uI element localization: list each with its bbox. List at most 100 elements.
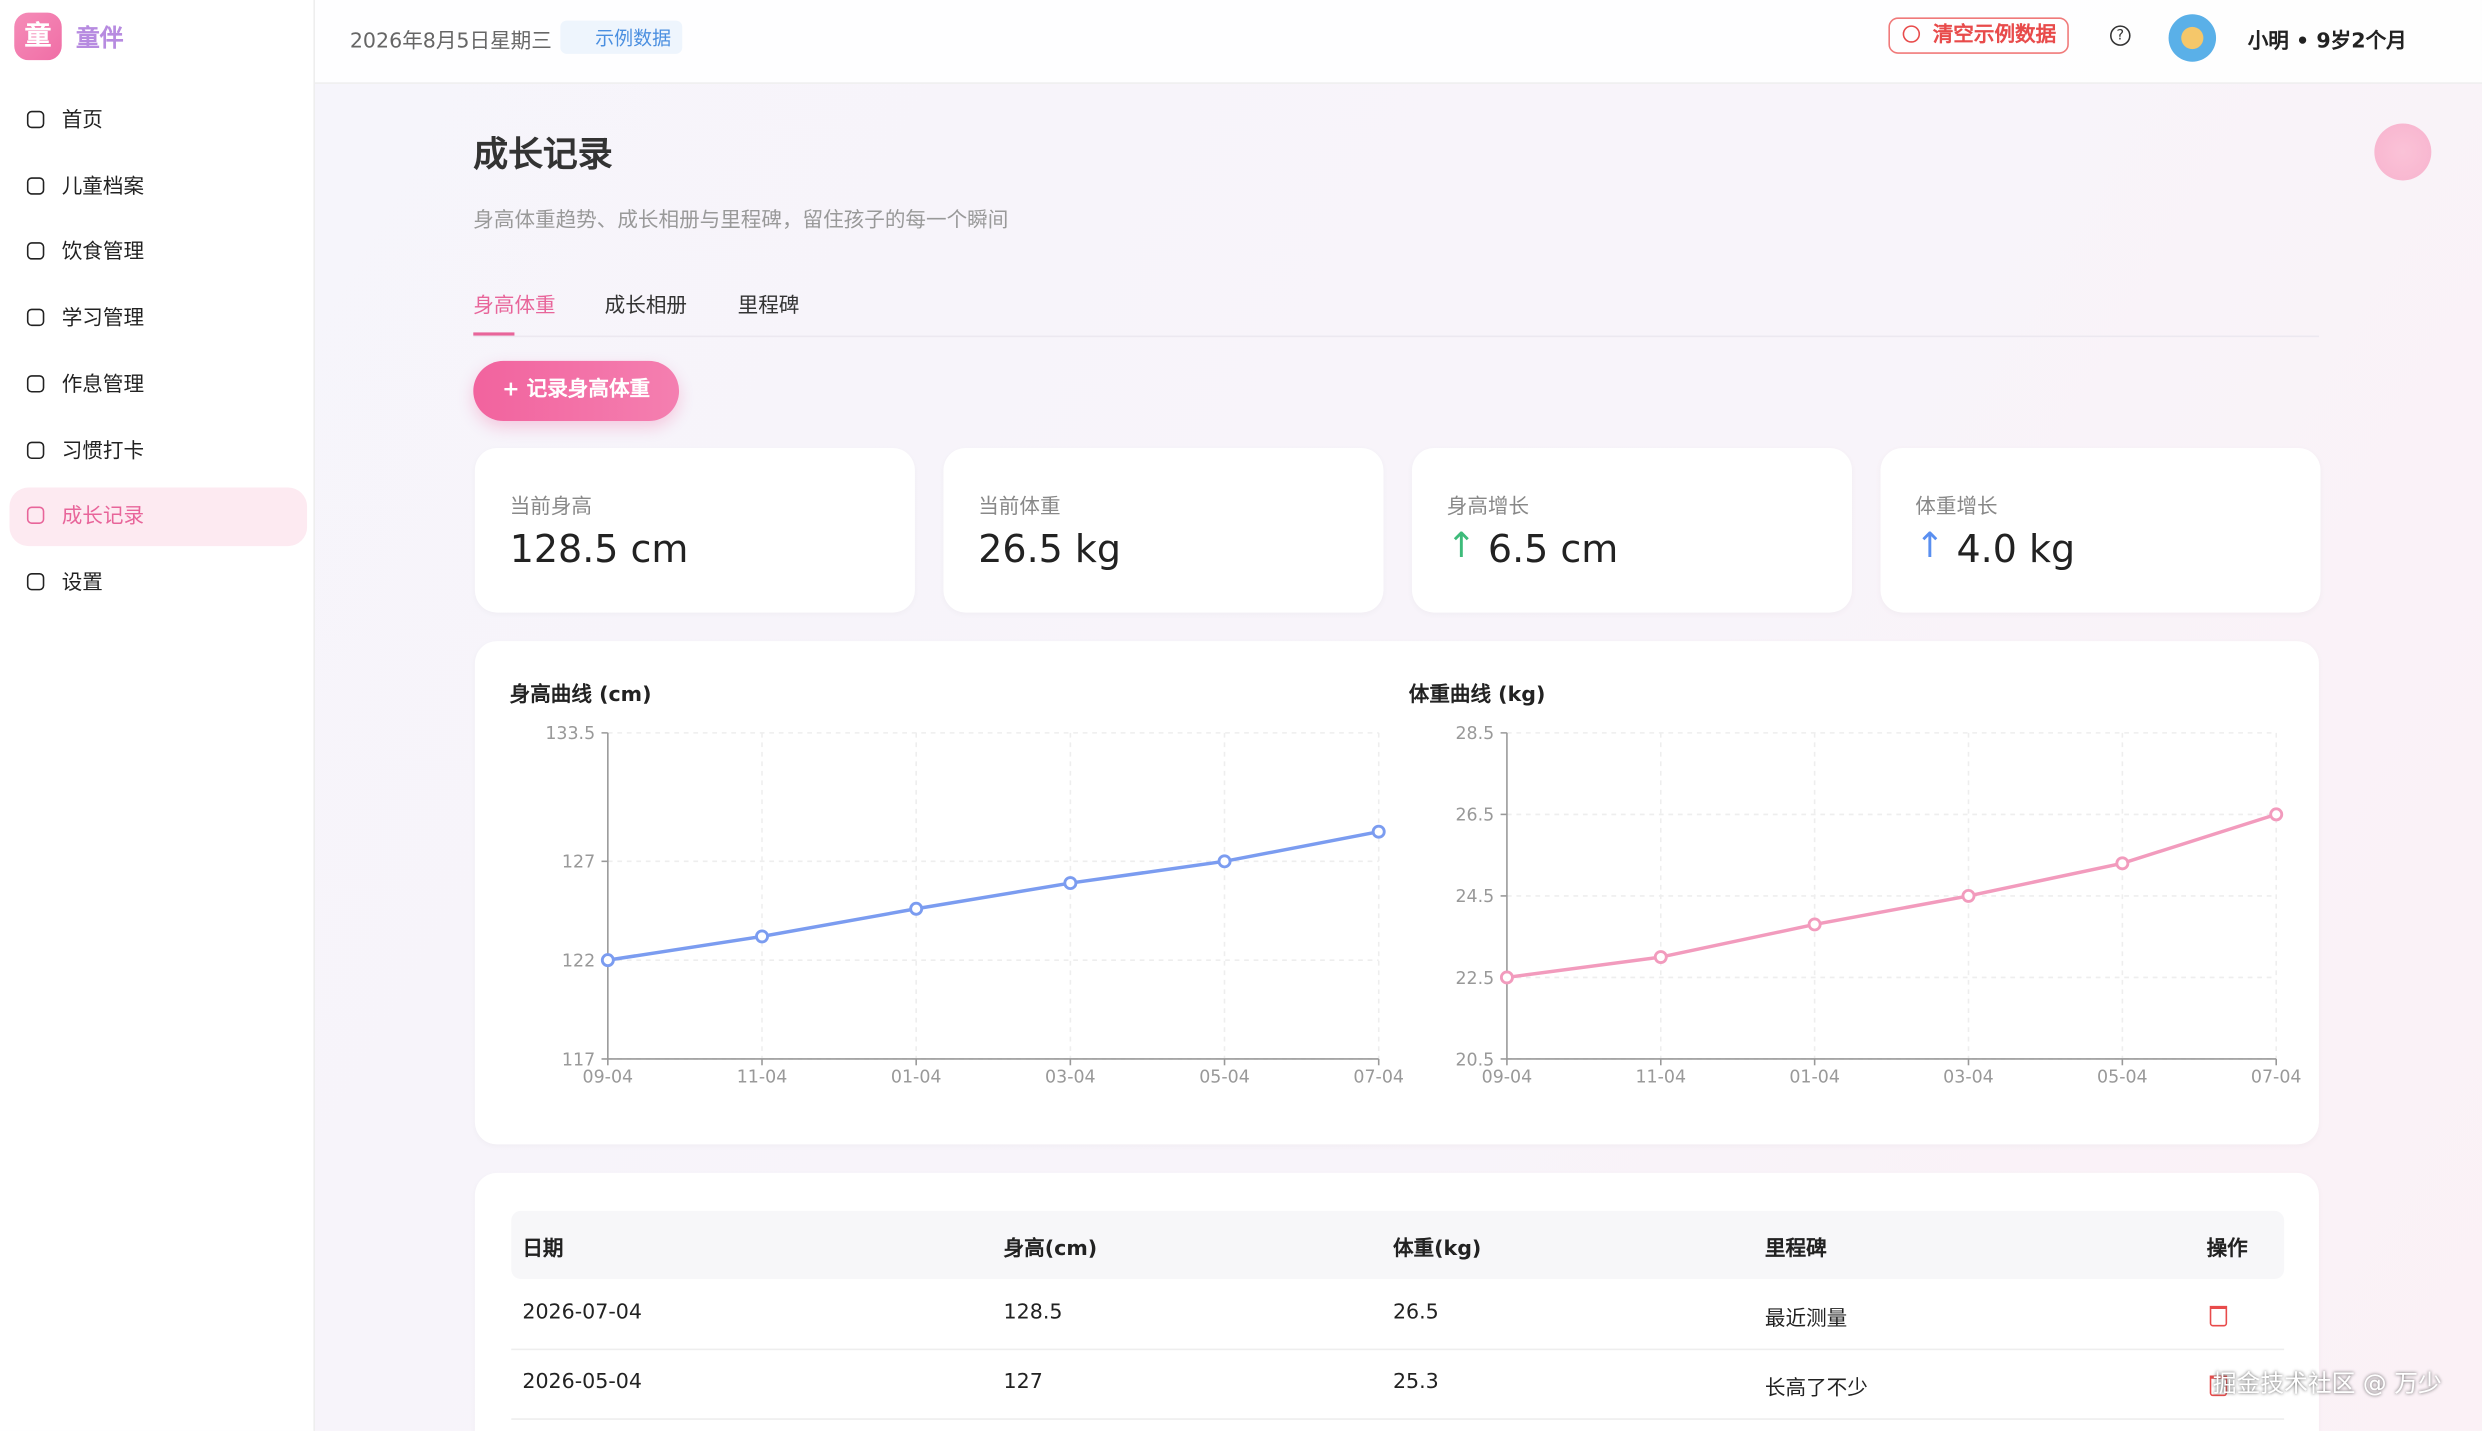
logo: 童: [14, 12, 62, 61]
chart-title: 体重曲线 (kg): [1409, 682, 1546, 706]
nav-icon: [26, 572, 45, 591]
tab-indicator: [473, 332, 515, 336]
x-tick-label: 03-04: [1943, 1068, 1994, 1088]
x-tick-label: 01-04: [1789, 1068, 1840, 1088]
point: [600, 953, 615, 968]
nav-item[interactable]: 儿童档案: [9, 158, 307, 217]
point: [1063, 876, 1078, 891]
trend-arrow: ↑: [1446, 527, 1476, 567]
chart-title: 身高曲线 (cm): [510, 682, 652, 706]
x-tick-label: 11-04: [737, 1068, 788, 1088]
flower-decoration: [2374, 123, 2432, 181]
table-header: 体重(kg): [1392, 1237, 1482, 1262]
table-cell: 最近测量: [1764, 1307, 1848, 1332]
table-cell: 长高了不少: [1764, 1377, 1868, 1401]
table-cell: 2026-05-04: [522, 1370, 642, 1395]
nav-item[interactable]: 学习管理: [9, 290, 307, 349]
y-tick-label: 20.5: [1455, 1050, 1494, 1070]
table-cell: 25.3: [1392, 1370, 1439, 1395]
nav-icon: [26, 110, 45, 129]
nav-label: 成长记录: [61, 505, 145, 529]
stat-value: 4.0 kg: [1956, 527, 2076, 572]
x-tick-label: 01-04: [891, 1068, 942, 1088]
table-header: 里程碑: [1764, 1237, 1827, 1262]
table-cell: 127: [1003, 1370, 1043, 1395]
point: [1807, 917, 1822, 932]
y-tick-label: 28.5: [1455, 724, 1494, 744]
y-tick-label: 122: [562, 951, 595, 971]
tab[interactable]: 身高体重: [473, 294, 556, 319]
nav-label: 饮食管理: [61, 241, 145, 265]
point: [1371, 824, 1386, 839]
page-title: 成长记录: [473, 136, 613, 176]
y-tick-label: 117: [562, 1050, 595, 1070]
clear-button[interactable]: 清空示例数据: [1888, 17, 2069, 54]
nav-icon: [26, 308, 45, 327]
nav-item[interactable]: 作息管理: [9, 356, 307, 415]
point: [1217, 854, 1232, 869]
table-cell: 128.5: [1003, 1301, 1063, 1325]
page-subtitle: 身高体重趋势、成长相册与里程碑，留住孩子的每一个瞬间: [473, 208, 1009, 233]
tab[interactable]: 成长相册: [604, 294, 688, 319]
table-header: 操作: [2206, 1237, 2248, 1262]
stat-value: 128.5 cm: [509, 527, 689, 572]
help-icon[interactable]: ?: [2110, 25, 2131, 46]
add-text: 记录身高体重: [526, 378, 651, 403]
nav-label: 作息管理: [61, 373, 145, 397]
nav-label: 设置: [61, 571, 103, 595]
table-head-bg: [511, 1210, 2285, 1279]
badge-text: 示例数据: [595, 26, 672, 50]
brand: 童伴: [75, 23, 124, 53]
nav-item[interactable]: 成长记录: [9, 487, 308, 547]
user-name[interactable]: 小明 • 9岁2个月: [2247, 30, 2407, 54]
y-tick-label: 127: [562, 853, 595, 873]
x-tick-label: 09-04: [583, 1068, 634, 1088]
x-tick-label: 11-04: [1635, 1068, 1686, 1088]
table-header: 身高(cm): [1003, 1237, 1098, 1262]
charts: 身高曲线 (cm) 117 122 127 133.5 09-04 11-04 01-04 03…: [510, 682, 2302, 1088]
y-tick-label: 26.5: [1455, 806, 1494, 826]
stat-label: 当前身高: [509, 495, 593, 520]
nav-icon: [26, 440, 45, 459]
stat-card: 身高增长 6.5 cm ↑: [1411, 447, 1852, 613]
stat-card: 体重增长 4.0 kg ↑: [1880, 447, 2321, 613]
nav-item[interactable]: 首页: [9, 92, 307, 151]
x-tick-label: 03-04: [1045, 1068, 1096, 1088]
x-tick-label: 09-04: [1482, 1068, 1533, 1088]
sidebar: 童 童伴 首页儿童档案饮食管理学习管理作息管理习惯打卡成长记录设置: [0, 0, 315, 1431]
tab[interactable]: 里程碑: [737, 294, 800, 319]
date: 2026年8月5日星期三: [349, 30, 552, 54]
nav-item[interactable]: 习惯打卡: [9, 422, 307, 481]
point: [1499, 970, 1514, 985]
nav-icon: [26, 506, 45, 525]
nav-icon: [26, 176, 45, 195]
trend-arrow: ↑: [1915, 527, 1945, 567]
line: [1506, 812, 2277, 980]
chart-card: 身高曲线 (cm) 117 122 127 133.5 09-04 11-04 01-04 03…: [474, 641, 2319, 1145]
tab-divider: [473, 335, 2319, 338]
stat-card: 当前体重 26.5 kg: [943, 447, 1384, 613]
avatar[interactable]: [2168, 14, 2217, 62]
stat-card: 当前身高 128.5 cm: [474, 447, 915, 613]
clear-text: 清空示例数据: [1932, 23, 2057, 48]
add-button[interactable]: + 记录身高体重: [473, 360, 680, 422]
point: [2269, 807, 2284, 822]
row-divider: [511, 1418, 2285, 1420]
point: [2115, 856, 2130, 871]
nav-item[interactable]: 饮食管理: [9, 224, 307, 283]
delete-button[interactable]: [2209, 1375, 2228, 1397]
point: [1653, 950, 1668, 965]
nav-label: 学习管理: [61, 307, 145, 331]
table-cell: 2026-07-04: [522, 1301, 642, 1325]
stat-value: 6.5 cm: [1487, 527, 1619, 572]
x-tick-label: 05-04: [2097, 1068, 2148, 1088]
y-tick-label: 133.5: [545, 724, 595, 744]
delete-button[interactable]: [2209, 1305, 2228, 1327]
nav-label: 习惯打卡: [61, 439, 145, 463]
x-tick-label: 07-04: [1353, 1068, 1404, 1088]
table-cell: 26.5: [1392, 1301, 1439, 1325]
header: 2026年8月5日星期三 示例数据 清空示例数据 ? 小明 • 9岁2个月: [314, 0, 2482, 84]
nav-item[interactable]: 设置: [9, 554, 307, 613]
x-tick-label: 05-04: [1199, 1068, 1250, 1088]
